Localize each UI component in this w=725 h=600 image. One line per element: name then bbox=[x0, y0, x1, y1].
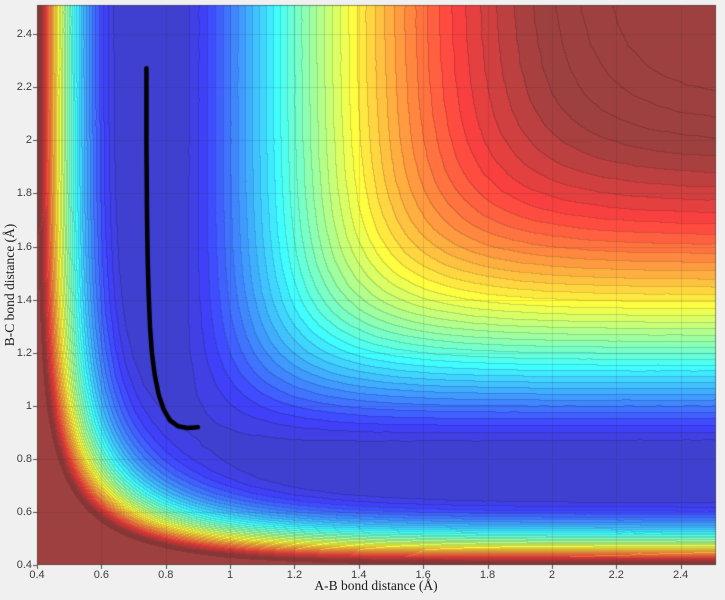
x-tick-label: 1 bbox=[227, 569, 234, 581]
y-tick-label: 0.8 bbox=[16, 452, 32, 465]
x-tick-label: 0.4 bbox=[29, 569, 45, 581]
x-tick-label: 2.4 bbox=[672, 569, 689, 581]
y-tick-label: 1.6 bbox=[16, 240, 32, 253]
y-axis-label: B-C bond distance (Å) bbox=[2, 223, 17, 347]
x-tick-label: 1.8 bbox=[479, 569, 496, 581]
y-tick-label: 1.4 bbox=[16, 293, 32, 306]
y-tick-label: 1.2 bbox=[16, 346, 32, 359]
x-tick-label: 1.4 bbox=[351, 569, 367, 581]
y-tick-label: 2.4 bbox=[16, 28, 32, 41]
x-tick-label: 1.6 bbox=[415, 569, 431, 581]
x-tick-label: 0.8 bbox=[158, 569, 174, 581]
x-axis-label: A-B bond distance (Å) bbox=[314, 578, 438, 593]
y-tick-label: 2 bbox=[25, 134, 32, 147]
y-tick-label: 1.8 bbox=[16, 187, 32, 200]
y-tick-label: 0.4 bbox=[16, 559, 32, 571]
y-tick-label: 0.6 bbox=[16, 505, 32, 518]
x-tick-label: 2.2 bbox=[608, 569, 624, 581]
x-tick-label: 0.6 bbox=[93, 569, 110, 581]
y-tick-label: 1 bbox=[25, 399, 32, 412]
x-tick-label: 1.2 bbox=[286, 569, 303, 581]
y-tick-label: 2.2 bbox=[16, 81, 32, 94]
x-tick-label: 2 bbox=[548, 569, 555, 581]
